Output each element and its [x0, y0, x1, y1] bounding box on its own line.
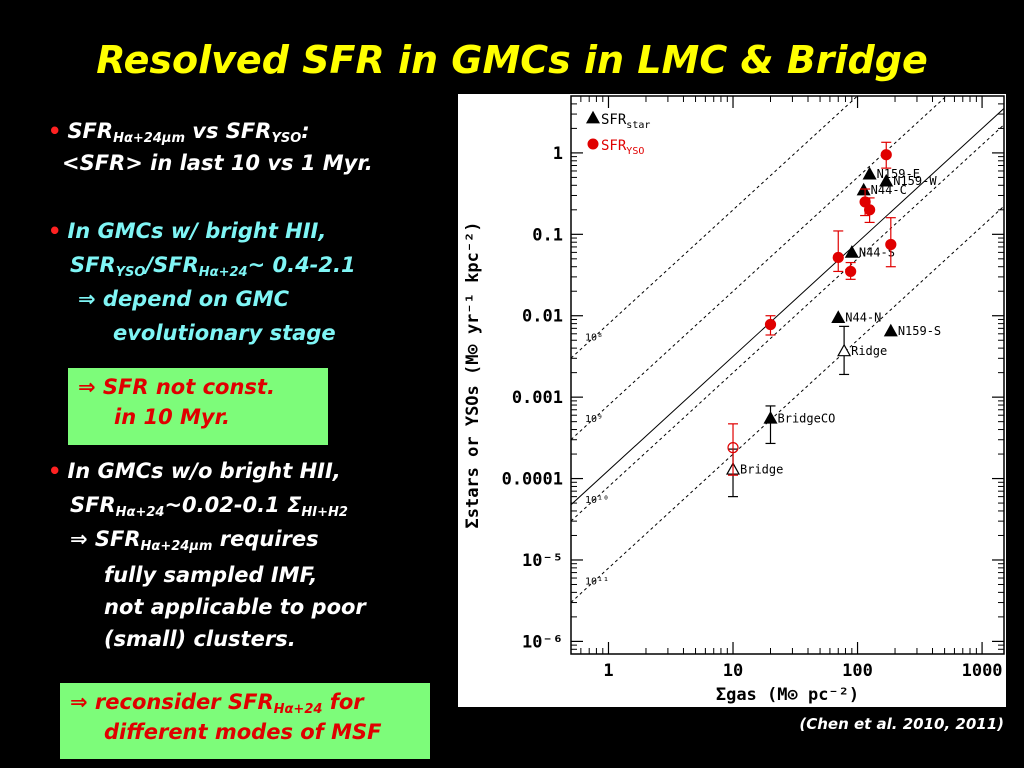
legend-marker-triangle: [585, 110, 601, 124]
plot-panel: 10⁸ 10⁹ 10¹⁰ 10¹¹ 1 10 100 1000 10⁻⁶ 10⁻⁵ 0.0001 0.…: [458, 94, 1006, 707]
point-label: N44-S: [859, 245, 895, 259]
bullet-2-line-3: ⇒ depend on GMC: [78, 287, 289, 311]
data-point-circle: [864, 204, 876, 216]
bullet-1: • SFRHα+24μm vs SFRYSO:: [48, 119, 310, 146]
scatter-chart: 10⁸ 10⁹ 10¹⁰ 10¹¹ 1 10 100 1000 10⁻⁶ 10⁻⁵ 0.0001 0.…: [463, 95, 1005, 705]
bullet-2-line-4: evolutionary stage: [113, 321, 336, 345]
data-point-triangle: [837, 343, 852, 357]
y-tick-label: 0.001: [512, 388, 563, 408]
reference-line-3: [571, 124, 1004, 522]
bullet-dot: •: [48, 119, 62, 143]
citation: (Chen et al. 2010, 2011): [799, 715, 1004, 733]
data-point-circle: [727, 442, 739, 454]
bullet-2: • In GMCs w/ bright HII,: [48, 219, 327, 243]
bullet-3: • In GMCs w/o bright HII,: [48, 459, 341, 483]
bullet-3-line-5: not applicable to poor: [104, 595, 366, 619]
point-label: N159-S: [898, 324, 941, 338]
bullet-3-line-4: fully sampled IMF,: [104, 563, 318, 587]
data-point-circle: [885, 238, 897, 251]
reference-line-2: [571, 96, 948, 440]
reference-line-label: 10⁸: [585, 332, 603, 343]
plot-frame: [570, 95, 1005, 655]
y-tick-label: 1: [553, 144, 563, 164]
box-2-line-2: different modes of MSF: [104, 720, 382, 744]
bullet-3-line-6: (small) clusters.: [104, 627, 296, 651]
reference-line-4: [571, 205, 1004, 603]
highlight-box-2: ⇒ reconsider SFRHα+24 for different mode…: [60, 683, 430, 759]
x-tick-label: 100: [842, 661, 873, 681]
data-point-triangle: [879, 173, 894, 187]
y-tick-label: 0.1: [532, 225, 563, 245]
bullet-1-line-2: <SFR> in last 10 vs 1 Myr.: [62, 151, 373, 175]
legend-marker-circle: [587, 138, 599, 150]
slide-title: Resolved SFR in GMCs in LMC & Bridge: [96, 38, 928, 82]
point-label: Bridge: [740, 462, 783, 476]
legend-label: SFRstar: [601, 112, 650, 131]
x-tick-label: 1: [603, 661, 613, 681]
bullet-dot: •: [48, 219, 62, 243]
reference-line-label: 10¹⁰: [585, 495, 609, 506]
y-tick-label: 0.01: [522, 307, 563, 327]
reference-line-label: 10¹¹: [585, 577, 609, 588]
data-point-triangle: [763, 411, 778, 424]
y-tick-label: 10⁻⁵: [522, 551, 563, 571]
bullet-3-line-2: SFRHα+24~0.02-0.1 ΣHI+H2: [70, 493, 348, 520]
data-point-triangle: [831, 310, 846, 323]
highlight-box-1: ⇒ SFR not const. in 10 Myr.: [68, 368, 328, 445]
x-tick-label: 1000: [962, 661, 1003, 681]
point-label: N159-W: [893, 174, 937, 188]
box-1-line-2: in 10 Myr.: [114, 405, 230, 429]
point-label: BridgeCO: [778, 411, 836, 425]
legend-sub: star: [626, 120, 650, 131]
point-label: N44-C: [871, 183, 907, 197]
x-axis-label: Σgas (M⊙ pc⁻²): [716, 685, 859, 705]
data-point-triangle: [862, 166, 877, 180]
reference-line-label: 10⁹: [585, 414, 603, 425]
x-tick-label: 10: [723, 661, 743, 681]
reference-line-0: [571, 108, 1004, 506]
y-axis-label: Σstars or YSOs (M⊙ yr⁻¹ kpc⁻²): [463, 221, 483, 528]
data-point-triangle: [883, 323, 898, 337]
point-label: N44-N: [845, 311, 881, 325]
box-1-line-1: ⇒ SFR not const.: [78, 375, 275, 399]
bullet-3-line-3: ⇒ SFRHα+24μm requires: [70, 527, 319, 554]
y-tick-label: 0.0001: [502, 470, 563, 490]
bullet-dot: •: [48, 459, 62, 483]
bullet-2-line-2: SFRYSO/SFRHα+24~ 0.4-2.1: [70, 253, 356, 280]
legend-sub: YSO: [626, 146, 644, 157]
legend-label: SFRYSO: [601, 138, 644, 157]
point-label: Ridge: [851, 344, 887, 358]
data-point-circle: [832, 251, 844, 264]
y-tick-label: 10⁻⁶: [522, 632, 563, 652]
data-point-circle: [764, 318, 777, 331]
reference-line-1: [571, 96, 859, 359]
data-point-circle: [880, 149, 892, 161]
data-point-triangle: [844, 245, 859, 258]
box-2-line-1: ⇒ reconsider SFRHα+24 for: [70, 690, 364, 717]
data-point-circle: [845, 265, 857, 278]
